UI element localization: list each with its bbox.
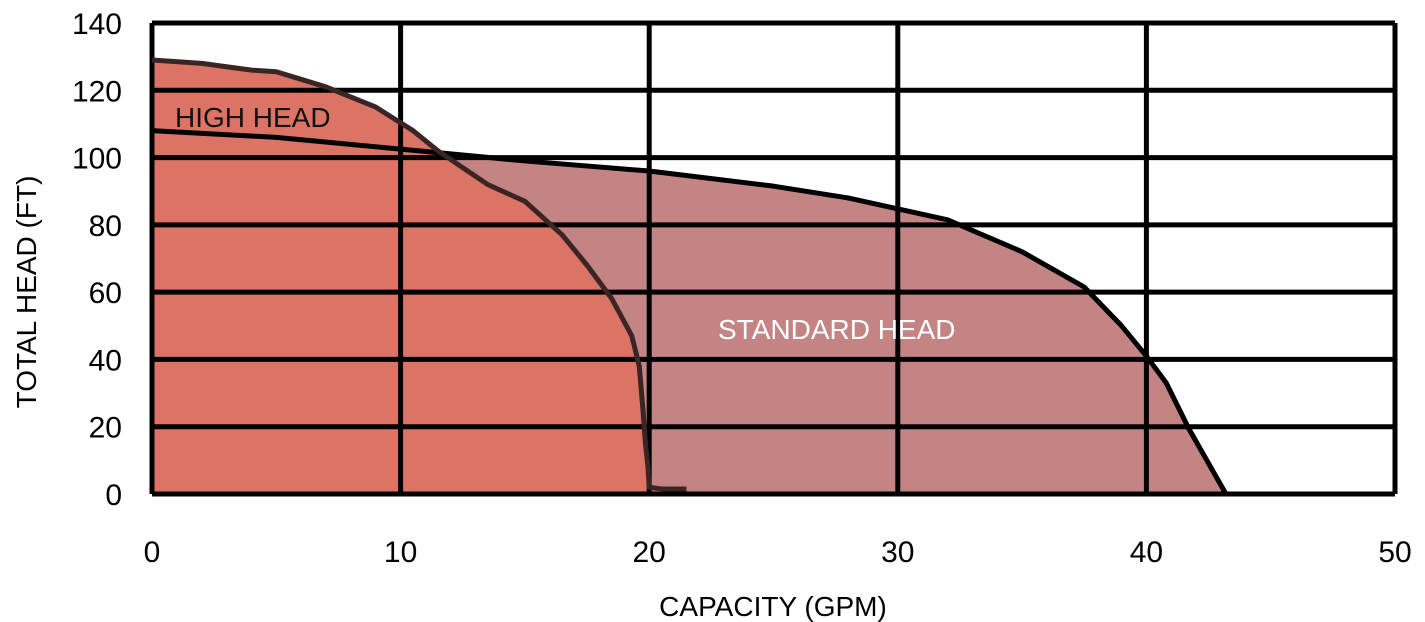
y-tick-label-40: 40 [89, 344, 122, 377]
y-tick-label-100: 100 [72, 143, 122, 176]
x-axis-label: CAPACITY (GPM) [659, 591, 887, 622]
series-label-high-head: HIGH HEAD [175, 102, 331, 133]
x-tick-label-50: 50 [1378, 536, 1411, 569]
y-tick-label-0: 0 [105, 479, 122, 512]
x-tick-labels: 0 10 20 30 40 50 [144, 536, 1412, 569]
y-tick-label-120: 120 [72, 75, 122, 108]
area-high-head [152, 60, 687, 494]
x-tick-label-10: 10 [384, 536, 417, 569]
series-label-standard-head: STANDARD HEAD [718, 314, 956, 345]
y-tick-label-20: 20 [89, 412, 122, 445]
y-tick-label-80: 80 [89, 210, 122, 243]
series-curves [151, 57, 1229, 496]
curve-high-head [151, 57, 687, 492]
x-tick-label-0: 0 [144, 536, 161, 569]
y-tick-label-60: 60 [89, 277, 122, 310]
series-areas [152, 60, 1226, 494]
x-tick-label-30: 30 [881, 536, 914, 569]
grid [149, 20, 1398, 497]
y-tick-label-140: 140 [72, 8, 122, 41]
y-axis-label: TOTAL HEAD (FT) [11, 176, 42, 409]
y-tick-labels: 0 20 40 60 80 100 120 140 [72, 8, 122, 512]
x-tick-label-40: 40 [1130, 536, 1163, 569]
x-tick-label-20: 20 [633, 536, 666, 569]
